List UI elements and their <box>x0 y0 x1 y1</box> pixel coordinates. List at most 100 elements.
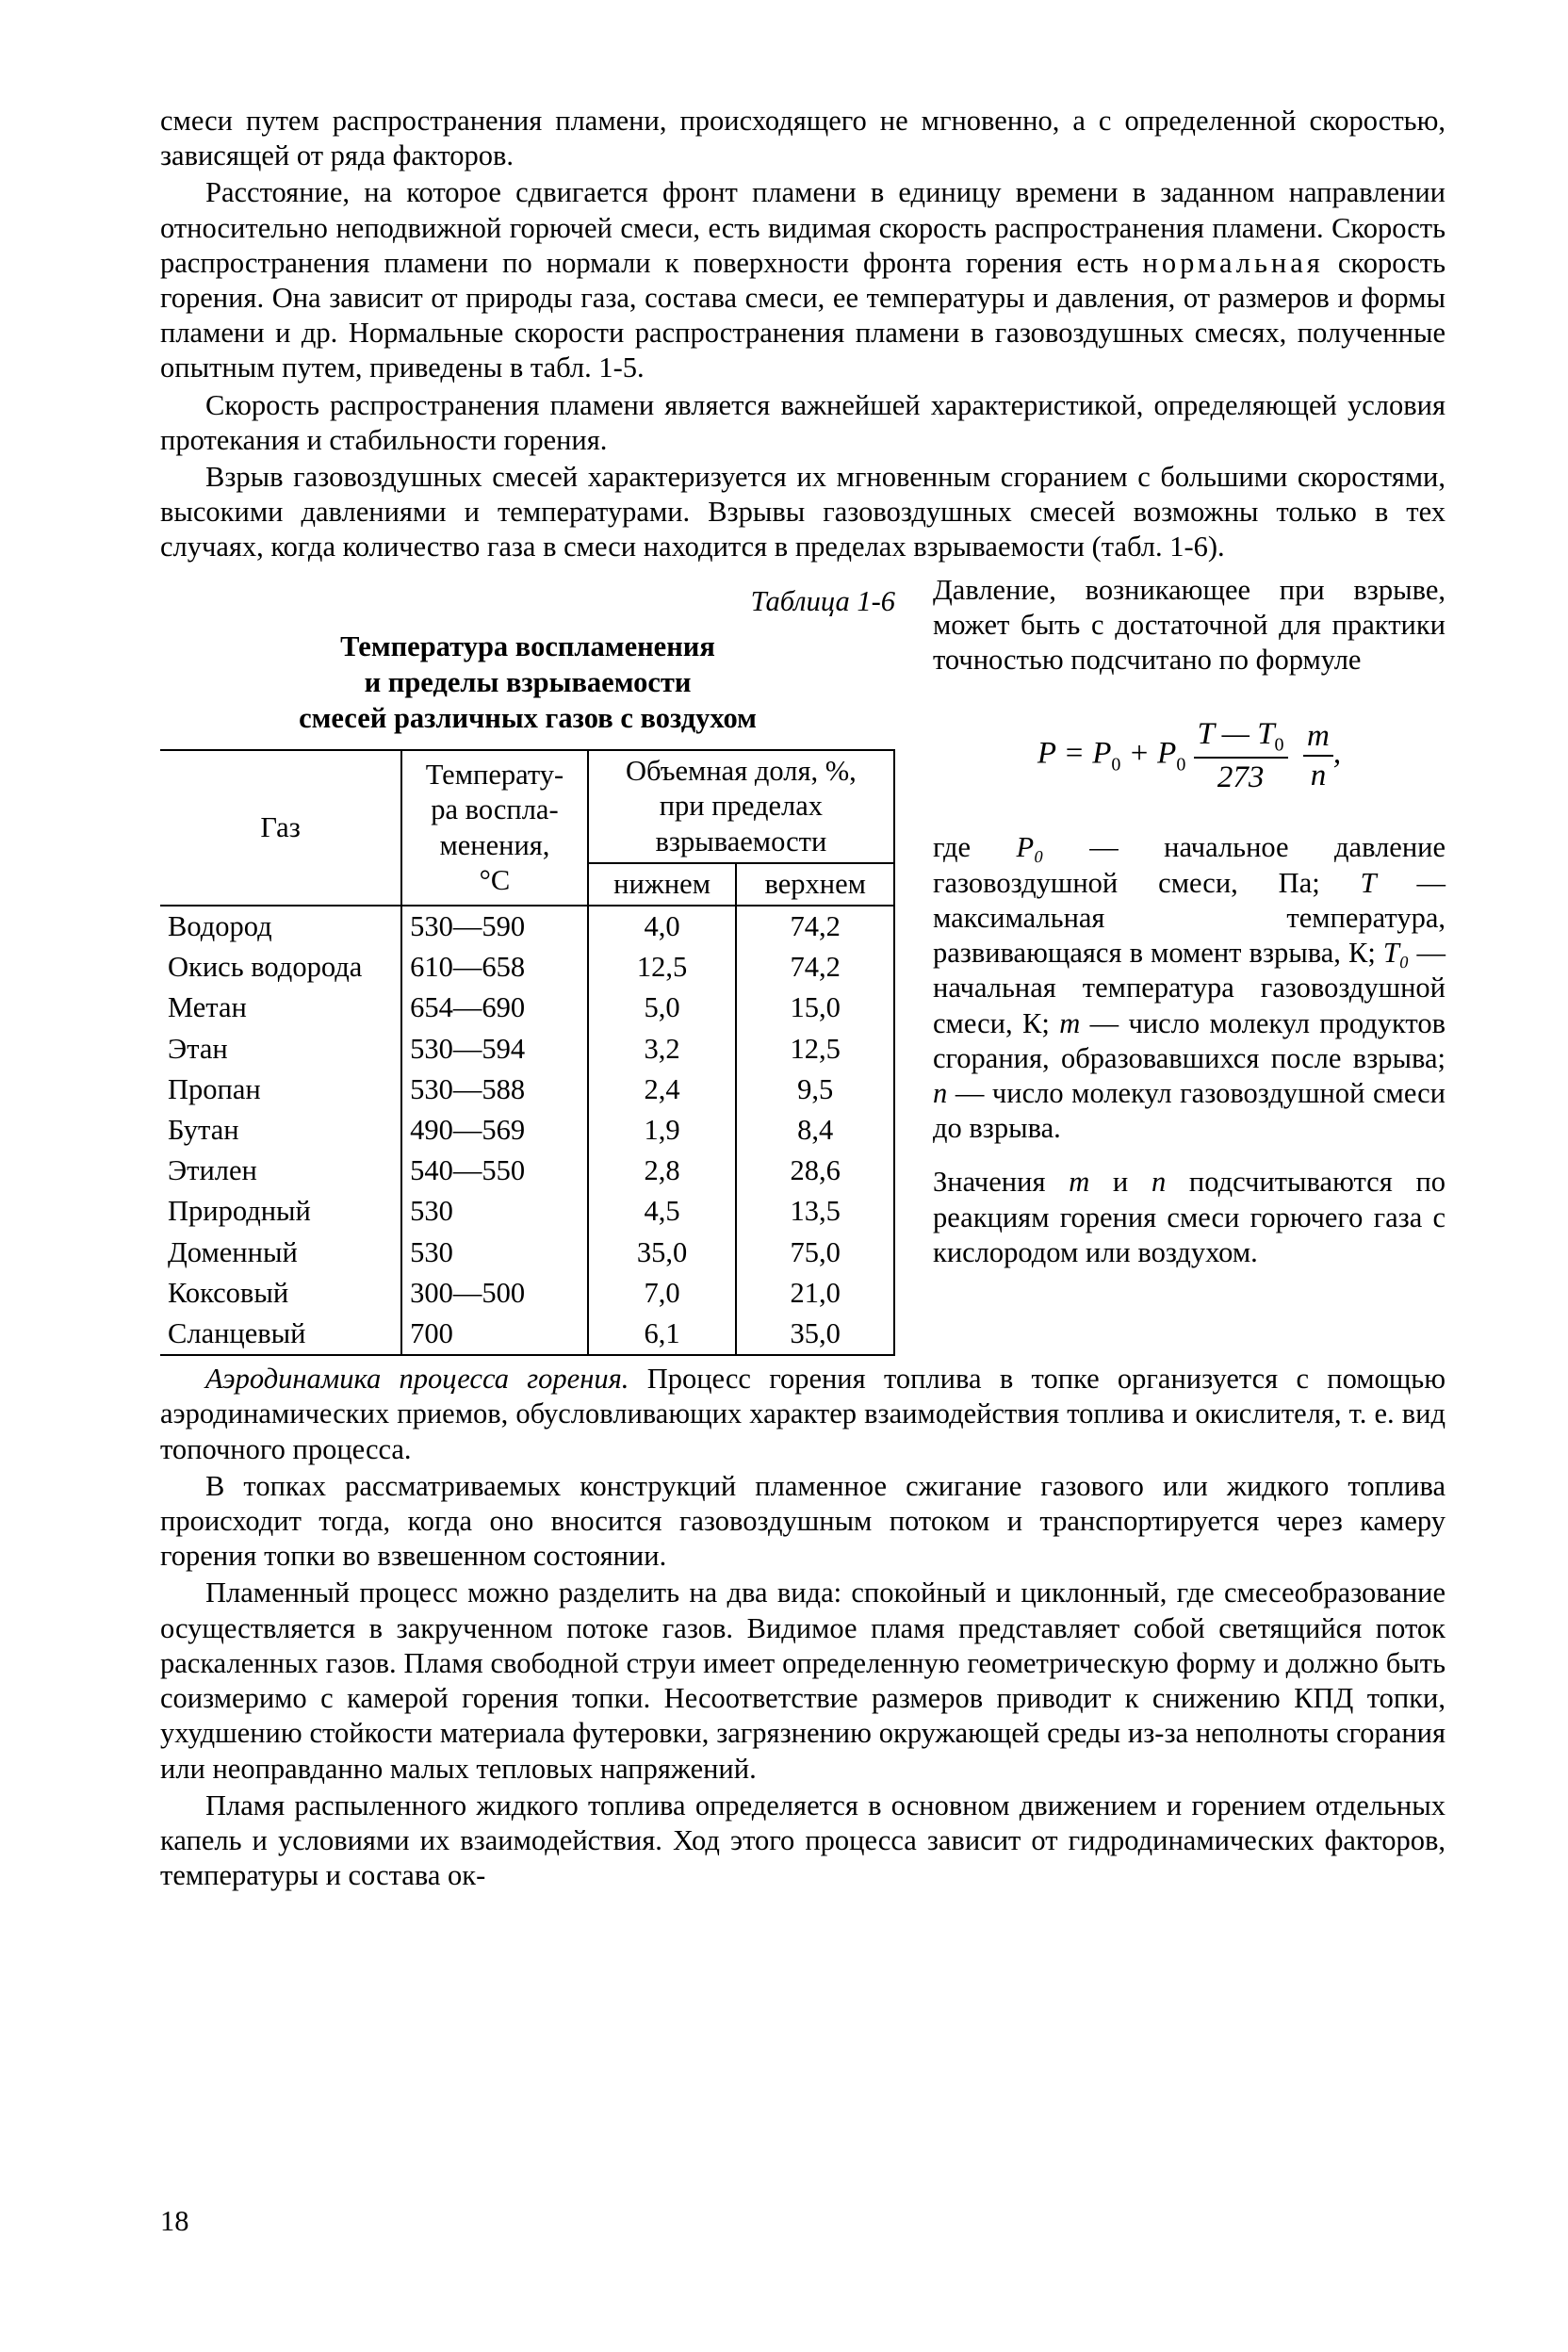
cell-gas: Природный <box>160 1191 401 1232</box>
cell-hi: 12,5 <box>736 1029 894 1070</box>
cell-temp: 530—594 <box>401 1029 588 1070</box>
cell-hi: 9,5 <box>736 1070 894 1110</box>
cell-temp: 300—500 <box>401 1273 588 1314</box>
cell-lo: 2,8 <box>588 1151 737 1191</box>
cell-temp: 490—569 <box>401 1110 588 1151</box>
th-vol-2: при пределах <box>660 790 823 822</box>
cell-lo: 4,0 <box>588 906 737 947</box>
th-gas: Газ <box>160 750 401 906</box>
v-m: m <box>1059 1007 1080 1039</box>
f-eq: = <box>1055 737 1092 771</box>
cell-gas: Коксовый <box>160 1273 401 1314</box>
f-den1: 273 <box>1194 759 1288 796</box>
table-title-l1: Температура воспламенения <box>340 630 715 662</box>
f-comma: , <box>1333 737 1341 771</box>
cell-temp: 530 <box>401 1233 588 1273</box>
cell-gas: Метан <box>160 988 401 1028</box>
data-table: Газ Температу- ра воспла- менения, °С Об… <box>160 749 895 1356</box>
th-temp: Температу- ра воспла- менения, °С <box>401 750 588 906</box>
cell-hi: 75,0 <box>736 1233 894 1273</box>
cell-gas: Водород <box>160 906 401 947</box>
f-m: m <box>1303 717 1333 757</box>
cell-gas: Доменный <box>160 1233 401 1273</box>
table-row: Сланцевый7006,135,0 <box>160 1314 894 1355</box>
table-row: Коксовый300—5007,021,0 <box>160 1273 894 1314</box>
cell-hi: 28,6 <box>736 1151 894 1191</box>
para-10: Пламенный процесс можно разделить на два… <box>160 1576 1446 1786</box>
para-8: Аэродинамика процесса горения. Процесс г… <box>160 1362 1446 1467</box>
cell-hi: 35,0 <box>736 1314 894 1355</box>
f-n: n <box>1303 757 1333 794</box>
cell-lo: 6,1 <box>588 1314 737 1355</box>
cell-hi: 74,2 <box>736 906 894 947</box>
cell-hi: 8,4 <box>736 1110 894 1151</box>
cell-hi: 21,0 <box>736 1273 894 1314</box>
th-vol-3: взрываемости <box>656 825 827 858</box>
table-row: Бутан490—5691,98,4 <box>160 1110 894 1151</box>
cell-gas: Окись водорода <box>160 947 401 988</box>
table-row: Пропан530—5882,49,5 <box>160 1070 894 1110</box>
cell-temp: 530—590 <box>401 906 588 947</box>
th-vol-1: Объемная доля, %, <box>626 755 857 787</box>
cell-lo: 2,4 <box>588 1070 737 1110</box>
cell-gas: Этилен <box>160 1151 401 1191</box>
para-1: смеси путем распространения пламени, про… <box>160 104 1446 173</box>
cell-lo: 12,5 <box>588 947 737 988</box>
cell-gas: Пропан <box>160 1070 401 1110</box>
para-6: где P₀ — начальное давление газовоздушно… <box>933 830 1446 1146</box>
cell-temp: 530 <box>401 1191 588 1232</box>
para-2b-spaced: нормальная <box>1143 247 1324 279</box>
cell-lo: 35,0 <box>588 1233 737 1273</box>
p8a: Аэродинамика процесса горения. <box>205 1363 647 1395</box>
f-P: P <box>1037 737 1056 771</box>
table-title: Температура воспламенения и пределы взры… <box>160 629 895 736</box>
cell-temp: 540—550 <box>401 1151 588 1191</box>
cell-gas: Этан <box>160 1029 401 1070</box>
cell-lo: 3,2 <box>588 1029 737 1070</box>
table-label: Таблица 1-6 <box>160 584 895 619</box>
th-lo: нижнем <box>588 863 737 906</box>
cell-temp: 654—690 <box>401 988 588 1028</box>
table-row: Водород530—5904,074,2 <box>160 906 894 947</box>
p6a: где <box>933 831 1017 863</box>
v-n: n <box>933 1077 947 1109</box>
para-3: Скорость распространения пламени являетс… <box>160 388 1446 458</box>
f-P0b: P <box>1157 737 1176 771</box>
th-temp-1: Температу- <box>426 759 564 791</box>
cell-hi: 74,2 <box>736 947 894 988</box>
f-P0a: P <box>1092 737 1111 771</box>
th-temp-4: °С <box>480 864 511 896</box>
table-title-l3: смесей различных газов с воздухом <box>299 702 757 734</box>
para-11: Пламя распыленного жидкого топлива опред… <box>160 1788 1446 1894</box>
para-2: Расстояние, на которое сдвигается фронт … <box>160 175 1446 385</box>
cell-hi: 15,0 <box>736 988 894 1028</box>
cell-temp: 530—588 <box>401 1070 588 1110</box>
th-vol: Объемная доля, %, при пределах взрываемо… <box>588 750 894 863</box>
para-4: Взрыв газовоздушных смесей характеризует… <box>160 460 1446 565</box>
page-number: 18 <box>160 2204 189 2239</box>
para-7: Значения m и n подсчитываются по реакция… <box>933 1165 1446 1270</box>
table-row: Метан654—6905,015,0 <box>160 988 894 1028</box>
f-T: T <box>1198 717 1215 751</box>
cell-temp: 610—658 <box>401 947 588 988</box>
p6f: — число молекул газовоздушной смеси до в… <box>933 1077 1446 1144</box>
f-minus: — <box>1214 717 1257 751</box>
v-T: T <box>1361 867 1377 899</box>
th-temp-2: ра воспла- <box>431 793 558 825</box>
f-frac1: T — T0273 <box>1194 715 1288 796</box>
table-row: Природный5304,513,5 <box>160 1191 894 1232</box>
f-T0: T <box>1257 717 1274 751</box>
table-row: Этан530—5943,212,5 <box>160 1029 894 1070</box>
cell-lo: 5,0 <box>588 988 737 1028</box>
cell-lo: 7,0 <box>588 1273 737 1314</box>
v-P0: P₀ <box>1017 831 1044 863</box>
table-row: Окись водорода610—65812,574,2 <box>160 947 894 988</box>
v-T0: T₀ <box>1383 937 1410 969</box>
f-plus: + <box>1120 737 1157 771</box>
table-title-l2: и пределы взрываемости <box>365 666 692 698</box>
para-5: Давление, возникающее при взрыве, может … <box>933 573 1446 678</box>
para-9: В топках рассматриваемых конструкций пла… <box>160 1469 1446 1575</box>
table-row: Доменный53035,075,0 <box>160 1233 894 1273</box>
cell-lo: 1,9 <box>588 1110 737 1151</box>
cell-lo: 4,5 <box>588 1191 737 1232</box>
